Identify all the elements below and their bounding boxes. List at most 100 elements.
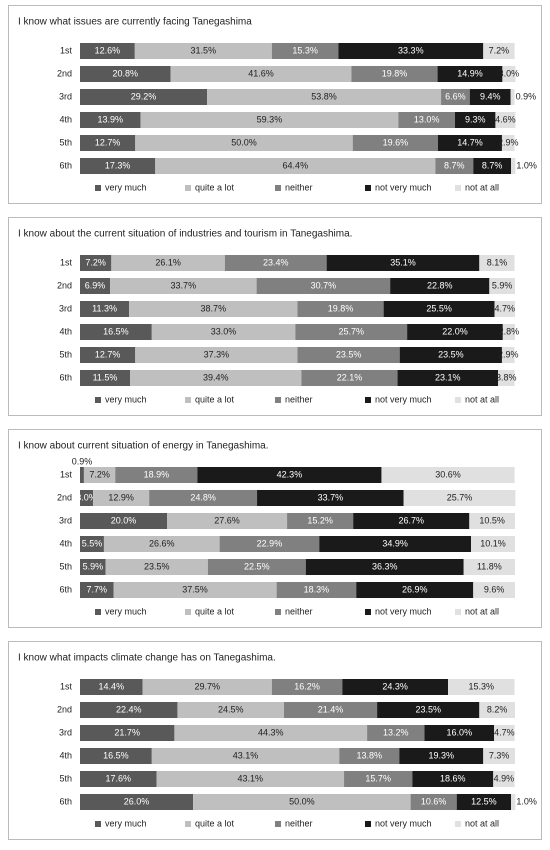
value-label: 16.0%	[447, 727, 473, 737]
value-label: 26.1%	[155, 257, 181, 267]
legend-label: not very much	[375, 606, 432, 616]
chart-title: I know about current situation of energy…	[18, 441, 269, 452]
bar-segment	[287, 513, 354, 529]
bar-segment	[398, 112, 455, 128]
value-label: 3.0%	[76, 492, 97, 502]
value-label: 12.9%	[108, 492, 134, 502]
bar-segment	[435, 158, 474, 174]
value-label: 24.8%	[190, 492, 216, 502]
bar-segment	[80, 347, 136, 363]
value-label: 1.0%	[516, 160, 537, 170]
bar-segment	[80, 66, 171, 82]
chart-title: I know what impacts climate change has o…	[18, 653, 276, 664]
value-label: 4.7%	[495, 303, 516, 313]
value-label: 50.0%	[231, 137, 257, 147]
value-label: 15.2%	[307, 515, 333, 525]
value-label: 19.6%	[383, 137, 409, 147]
bar-segment	[80, 794, 194, 810]
row-label: 3rd	[59, 727, 72, 737]
row-label: 3rd	[59, 515, 72, 525]
bar-segment	[319, 536, 472, 552]
value-label: 8.7%	[482, 160, 503, 170]
bar-segment	[276, 582, 357, 598]
value-label: 8.2%	[487, 704, 508, 714]
value-label: 22.9%	[257, 538, 283, 548]
value-label: 22.8%	[427, 280, 453, 290]
value-label: 10.1%	[480, 538, 506, 548]
legend-swatch	[185, 609, 191, 615]
value-label: 30.7%	[311, 280, 337, 290]
value-label: 12.6%	[95, 45, 121, 55]
bar-segment	[342, 679, 449, 695]
bar-segment	[473, 158, 512, 174]
bar-segment	[113, 582, 277, 598]
legend-label: neither	[285, 818, 313, 828]
bar-segment	[174, 725, 368, 741]
value-label: 3.8%	[496, 372, 517, 382]
bar-segment	[501, 135, 515, 151]
bar-segment	[80, 324, 152, 340]
bar-segment	[407, 324, 503, 340]
bar-segment	[448, 679, 515, 695]
bar-segment	[441, 89, 470, 105]
value-label: 37.5%	[182, 584, 208, 594]
legend-swatch	[275, 185, 281, 191]
bar-segment	[494, 301, 515, 317]
bar-segment	[80, 725, 175, 741]
bar-segment	[463, 559, 515, 575]
value-label: 15.3%	[292, 45, 318, 55]
value-label: 23.5%	[144, 561, 170, 571]
bar-segment	[424, 725, 495, 741]
bar-segment	[110, 278, 257, 294]
value-label: 13.0%	[414, 114, 440, 124]
bar-segment	[197, 467, 382, 483]
chart-title: I know what issues are currently facing …	[18, 17, 252, 28]
value-label: 9.4%	[480, 91, 501, 101]
value-label: 25.5%	[426, 303, 452, 313]
row-label: 4th	[59, 538, 72, 548]
chart-title: I know about the current situation of in…	[18, 229, 352, 240]
legend-swatch	[185, 185, 191, 191]
row-label: 1st	[60, 257, 73, 267]
value-label: 42.3%	[277, 469, 303, 479]
value-label: 15.3%	[469, 681, 495, 691]
bar-segment	[456, 794, 512, 810]
value-label: 50.0%	[289, 796, 315, 806]
bar-segment	[134, 43, 272, 59]
value-label: 9.6%	[484, 584, 505, 594]
value-label: 8.7%	[444, 160, 465, 170]
value-label: 5.9%	[492, 280, 513, 290]
bar-segment	[219, 536, 320, 552]
bar-segment	[483, 43, 515, 59]
bar-segment	[271, 679, 343, 695]
row-label: 6th	[59, 372, 72, 382]
value-label: 22.0%	[442, 326, 468, 336]
legend-label: very much	[105, 394, 147, 404]
legend-swatch	[275, 609, 281, 615]
bar-segment	[156, 771, 345, 787]
bar-segment	[502, 66, 516, 82]
legend-label: quite a lot	[195, 394, 235, 404]
bar-segment	[155, 158, 436, 174]
value-label: 24.5%	[218, 704, 244, 714]
legend-swatch	[365, 185, 371, 191]
value-label: 7.2%	[489, 45, 510, 55]
value-label: 59.3%	[257, 114, 283, 124]
value-label: 4.9%	[494, 773, 515, 783]
row-label: 2nd	[57, 68, 72, 78]
value-label: 26.6%	[149, 538, 175, 548]
row-label: 6th	[59, 584, 72, 594]
legend-swatch	[95, 821, 101, 827]
legend-label: quite a lot	[195, 606, 235, 616]
bar-segment	[403, 490, 516, 506]
value-label: 13.8%	[357, 750, 383, 760]
bar-segment	[80, 301, 130, 317]
legend-label: not at all	[465, 818, 499, 828]
value-label: 22.1%	[337, 372, 363, 382]
bar-segment	[305, 559, 464, 575]
value-label: 43.1%	[233, 750, 259, 760]
value-label: 8.1%	[487, 257, 508, 267]
bar-segment	[495, 112, 516, 128]
legend-label: not at all	[465, 182, 499, 192]
legend-swatch	[95, 609, 101, 615]
